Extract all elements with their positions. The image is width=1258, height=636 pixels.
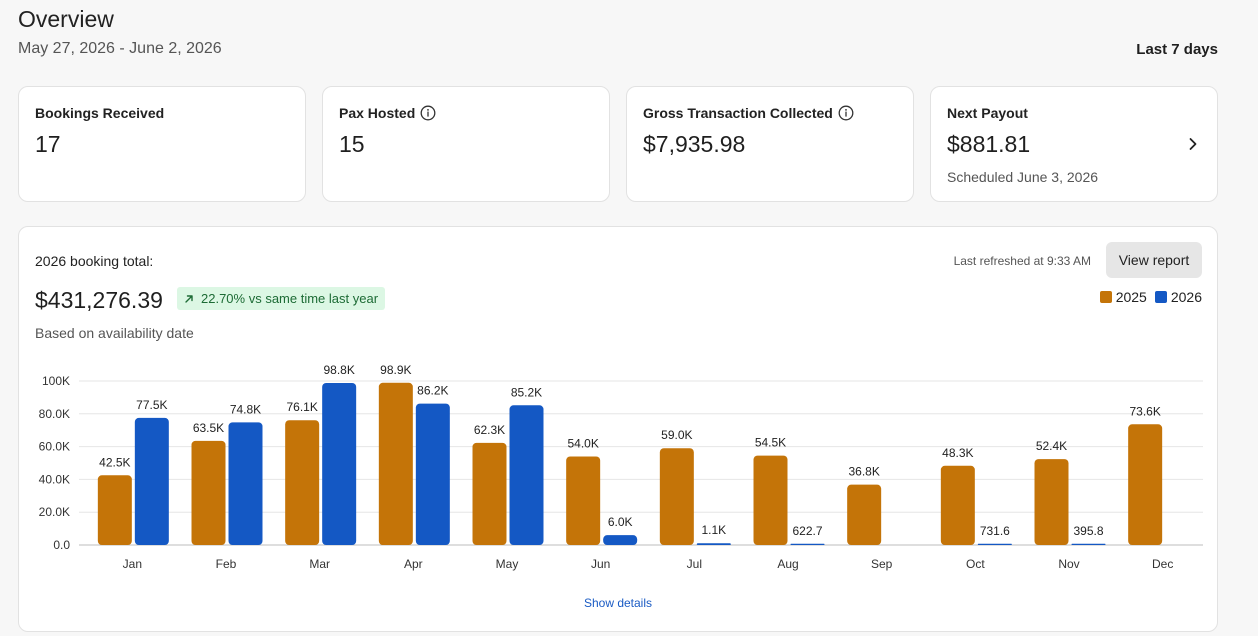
chart-legend: 2025 2026 [1099, 289, 1202, 305]
show-details-link[interactable]: Show details [583, 596, 653, 610]
page-title: Overview [18, 6, 114, 32]
bar-2025-sep [847, 484, 882, 545]
x-tick-label: Jun [591, 557, 610, 571]
bar-2026-nov [1071, 543, 1106, 545]
data-label: 86.2K [417, 384, 448, 398]
x-tick-label: Apr [404, 557, 423, 571]
kpi-value: 17 [35, 131, 61, 157]
bar-2026-aug [790, 543, 825, 545]
data-label: 77.5K [136, 398, 167, 412]
kpi-card-pax-hosted: Pax Hosted 15 [322, 86, 610, 202]
kpi-card-next-payout[interactable]: Next Payout $881.81 Scheduled June 3, 20… [930, 86, 1218, 202]
info-icon[interactable] [420, 105, 436, 121]
bar-2025-feb [191, 440, 226, 545]
legend-label: 2026 [1170, 289, 1202, 305]
kpi-card-bookings-received: Bookings Received 17 [18, 86, 306, 202]
data-label: 54.0K [567, 436, 598, 450]
x-tick-label: Feb [216, 557, 237, 571]
x-tick-label: Aug [777, 557, 798, 571]
legend-swatch-2025 [1099, 291, 1112, 303]
basis-label: Based on availability date [35, 325, 194, 341]
x-tick-label: Sep [871, 557, 893, 571]
bar-2026-jan [134, 417, 169, 545]
data-label: 622.7 [792, 524, 822, 538]
last-refreshed: Last refreshed at 9:33 AM [953, 254, 1091, 268]
data-label: 42.5K [99, 455, 130, 469]
bar-2026-jul [696, 543, 731, 545]
legend-swatch-2026 [1154, 291, 1167, 303]
booking-total-label: 2026 booking total: [35, 253, 154, 269]
growth-badge: 22.70% vs same time last year [177, 287, 386, 310]
kpi-label: Bookings Received [35, 105, 165, 121]
bar-2026-oct [977, 543, 1012, 545]
y-tick-label: 60.0K [39, 440, 70, 454]
data-label: 63.5K [193, 421, 224, 435]
arrow-up-right-icon [185, 294, 193, 303]
y-tick-label: 40.0K [39, 472, 70, 486]
legend-item-2025: 2025 [1099, 289, 1147, 305]
bar-2026-may [509, 405, 544, 545]
data-label: 48.3K [942, 446, 973, 460]
data-label: 1.1K [701, 523, 726, 537]
x-tick-label: Oct [966, 557, 985, 571]
x-tick-label: Jul [687, 557, 702, 571]
data-label: 52.4K [1036, 439, 1067, 453]
data-label: 731.6 [980, 524, 1010, 538]
kpi-label: Gross Transaction Collected [643, 105, 854, 121]
y-tick-label: 0.0 [53, 538, 70, 552]
payout-schedule: Scheduled June 3, 2026 [947, 169, 1099, 185]
bar-2026-jun [603, 535, 638, 545]
legend-label: 2025 [1115, 289, 1147, 305]
bar-2025-dec [1128, 424, 1163, 545]
bar-2025-jun [566, 456, 601, 545]
x-tick-label: Jan [123, 557, 142, 571]
data-label: 62.3K [474, 423, 505, 437]
info-icon[interactable] [838, 105, 854, 121]
data-label: 98.9K [380, 363, 411, 377]
data-label: 98.8K [323, 363, 354, 377]
booking-total-value: $431,276.39 [35, 287, 163, 313]
kpi-value: 15 [339, 131, 365, 157]
x-tick-label: May [496, 557, 519, 571]
bar-2025-aug [753, 455, 788, 545]
bar-2025-oct [940, 465, 975, 545]
bar-2026-mar [322, 382, 357, 545]
y-tick-label: 80.0K [39, 407, 70, 421]
data-label: 36.8K [848, 465, 879, 479]
bar-2026-apr [415, 403, 450, 545]
kpi-label: Pax Hosted [339, 105, 436, 121]
x-tick-label: Nov [1058, 557, 1079, 571]
kpi-value: $881.81 [947, 131, 1031, 157]
bar-2025-apr [378, 382, 413, 545]
y-tick-label: 20.0K [39, 505, 70, 519]
chevron-right-icon[interactable] [1187, 137, 1199, 151]
data-label: 74.8K [230, 402, 261, 416]
bar-2025-jul [659, 448, 694, 545]
kpi-value: $7,935.98 [643, 131, 746, 157]
legend-item-2026: 2026 [1154, 289, 1202, 305]
x-tick-label: Dec [1152, 557, 1173, 571]
y-tick-label: 100K [42, 374, 70, 388]
data-label: 85.2K [511, 385, 542, 399]
data-label: 6.0K [608, 515, 633, 529]
booking-bar-chart: 0.0 20.0K 40.0K 60.0K 80.0K 100K 42.5K 77.5K Jan… [39, 363, 1203, 571]
period-selector[interactable]: Last 7 days [1136, 41, 1218, 58]
booking-chart-card: 2026 booking total: $431,276.39 22.70% v… [18, 226, 1218, 632]
data-label: 54.5K [755, 436, 786, 450]
data-label: 73.6K [1129, 404, 1160, 418]
kpi-label: Next Payout [947, 105, 1028, 121]
bar-2026-feb [228, 422, 263, 545]
date-range: May 27, 2026 - June 2, 2026 [18, 40, 222, 57]
bar-2025-jan [97, 475, 132, 545]
bar-2025-mar [285, 420, 320, 545]
data-label: 395.8 [1073, 524, 1103, 538]
kpi-card-gross-transaction: Gross Transaction Collected $7,935.98 [626, 86, 914, 202]
data-label: 76.1K [286, 400, 317, 414]
growth-text: 22.70% vs same time last year [201, 291, 379, 306]
view-report-button[interactable]: View report [1106, 242, 1202, 278]
bar-2025-may [472, 442, 507, 545]
bar-2025-nov [1034, 459, 1069, 545]
x-tick-label: Mar [309, 557, 330, 571]
data-label: 59.0K [661, 428, 692, 442]
